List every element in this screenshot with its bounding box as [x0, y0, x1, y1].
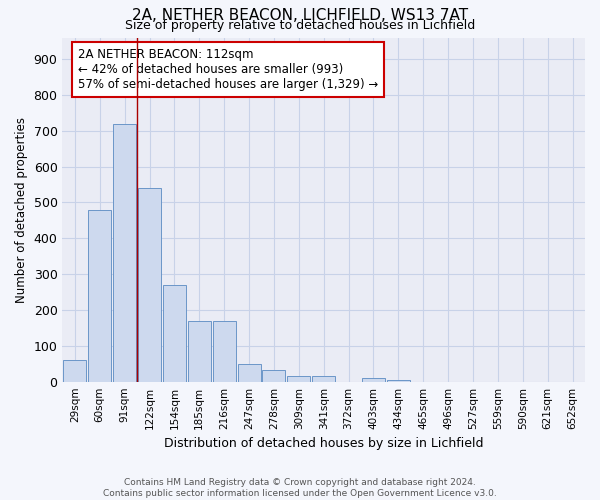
Bar [238, 364, 260, 382]
X-axis label: Distribution of detached houses by size in Lichfield: Distribution of detached houses by size … [164, 437, 484, 450]
Bar [64, 360, 86, 382]
Text: Size of property relative to detached houses in Lichfield: Size of property relative to detached ho… [125, 19, 475, 32]
Bar [262, 370, 286, 382]
Text: 2A, NETHER BEACON, LICHFIELD, WS13 7AT: 2A, NETHER BEACON, LICHFIELD, WS13 7AT [132, 8, 468, 22]
Bar [138, 188, 161, 382]
Bar [213, 320, 236, 382]
Bar [88, 210, 111, 382]
Bar [362, 378, 385, 382]
Y-axis label: Number of detached properties: Number of detached properties [15, 116, 28, 302]
Bar [387, 380, 410, 382]
Text: Contains HM Land Registry data © Crown copyright and database right 2024.
Contai: Contains HM Land Registry data © Crown c… [103, 478, 497, 498]
Bar [287, 376, 310, 382]
Bar [188, 320, 211, 382]
Text: 2A NETHER BEACON: 112sqm
← 42% of detached houses are smaller (993)
57% of semi-: 2A NETHER BEACON: 112sqm ← 42% of detach… [78, 48, 379, 91]
Bar [113, 124, 136, 382]
Bar [312, 376, 335, 382]
Bar [163, 285, 186, 382]
